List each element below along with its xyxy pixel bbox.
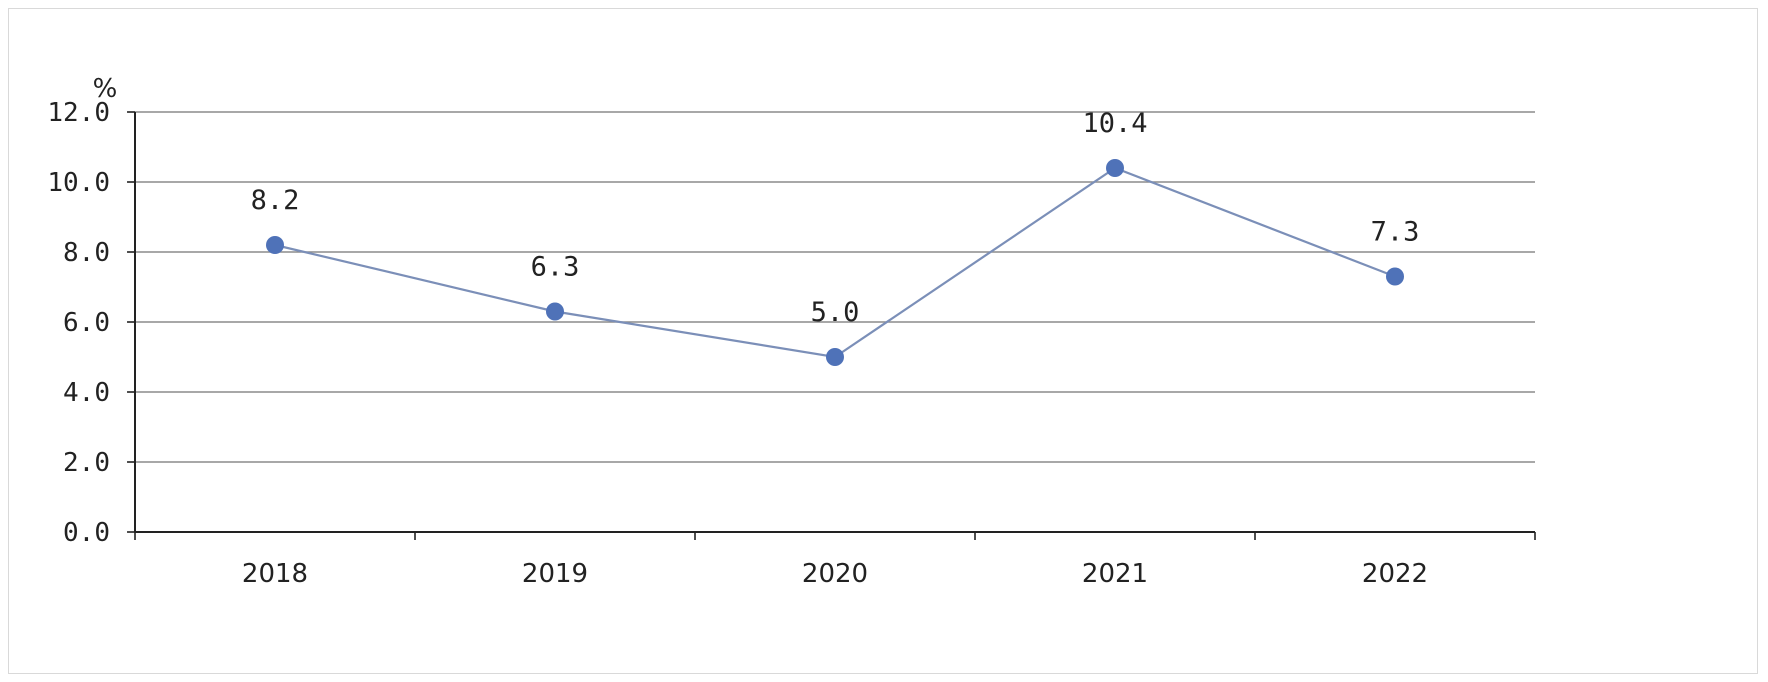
x-tick-label: 2019	[522, 559, 588, 589]
data-label: 5.0	[811, 297, 860, 328]
y-tick-label: 6.0	[63, 308, 110, 338]
data-labels: 8.2 6.3 5.0 10.4 7.3	[251, 108, 1420, 328]
y-axis-unit: %	[93, 74, 118, 104]
y-axis-ticks: 0.0 2.0 4.0 6.0 8.0 10.0 12.0	[47, 98, 110, 548]
data-label: 10.4	[1082, 108, 1147, 139]
data-point	[546, 302, 564, 321]
data-label: 8.2	[251, 185, 300, 216]
y-tick-label: 2.0	[63, 448, 110, 478]
axes	[127, 111, 1536, 540]
x-tick-label: 2018	[242, 559, 308, 589]
y-tick-label: 0.0	[63, 518, 110, 548]
x-tick-label: 2021	[1082, 559, 1148, 589]
x-tick-label: 2022	[1362, 559, 1428, 589]
data-point	[826, 348, 844, 366]
data-label: 7.3	[1371, 217, 1420, 248]
series-line	[274, 166, 1396, 359]
data-point	[266, 236, 284, 254]
y-tick-label: 4.0	[63, 378, 110, 408]
x-axis-ticks: 2018 2019 2020 2021 2022	[242, 559, 1428, 589]
chart-frame	[8, 8, 1758, 674]
series	[266, 159, 1404, 366]
gridlines	[135, 111, 1535, 463]
y-tick-label: 8.0	[63, 238, 110, 268]
y-tick-label: 12.0	[47, 98, 110, 128]
x-tick-label: 2020	[802, 559, 868, 589]
data-label: 6.3	[531, 252, 580, 283]
y-tick-label: 10.0	[47, 168, 110, 198]
data-point	[1386, 267, 1404, 286]
data-point	[1106, 159, 1124, 177]
